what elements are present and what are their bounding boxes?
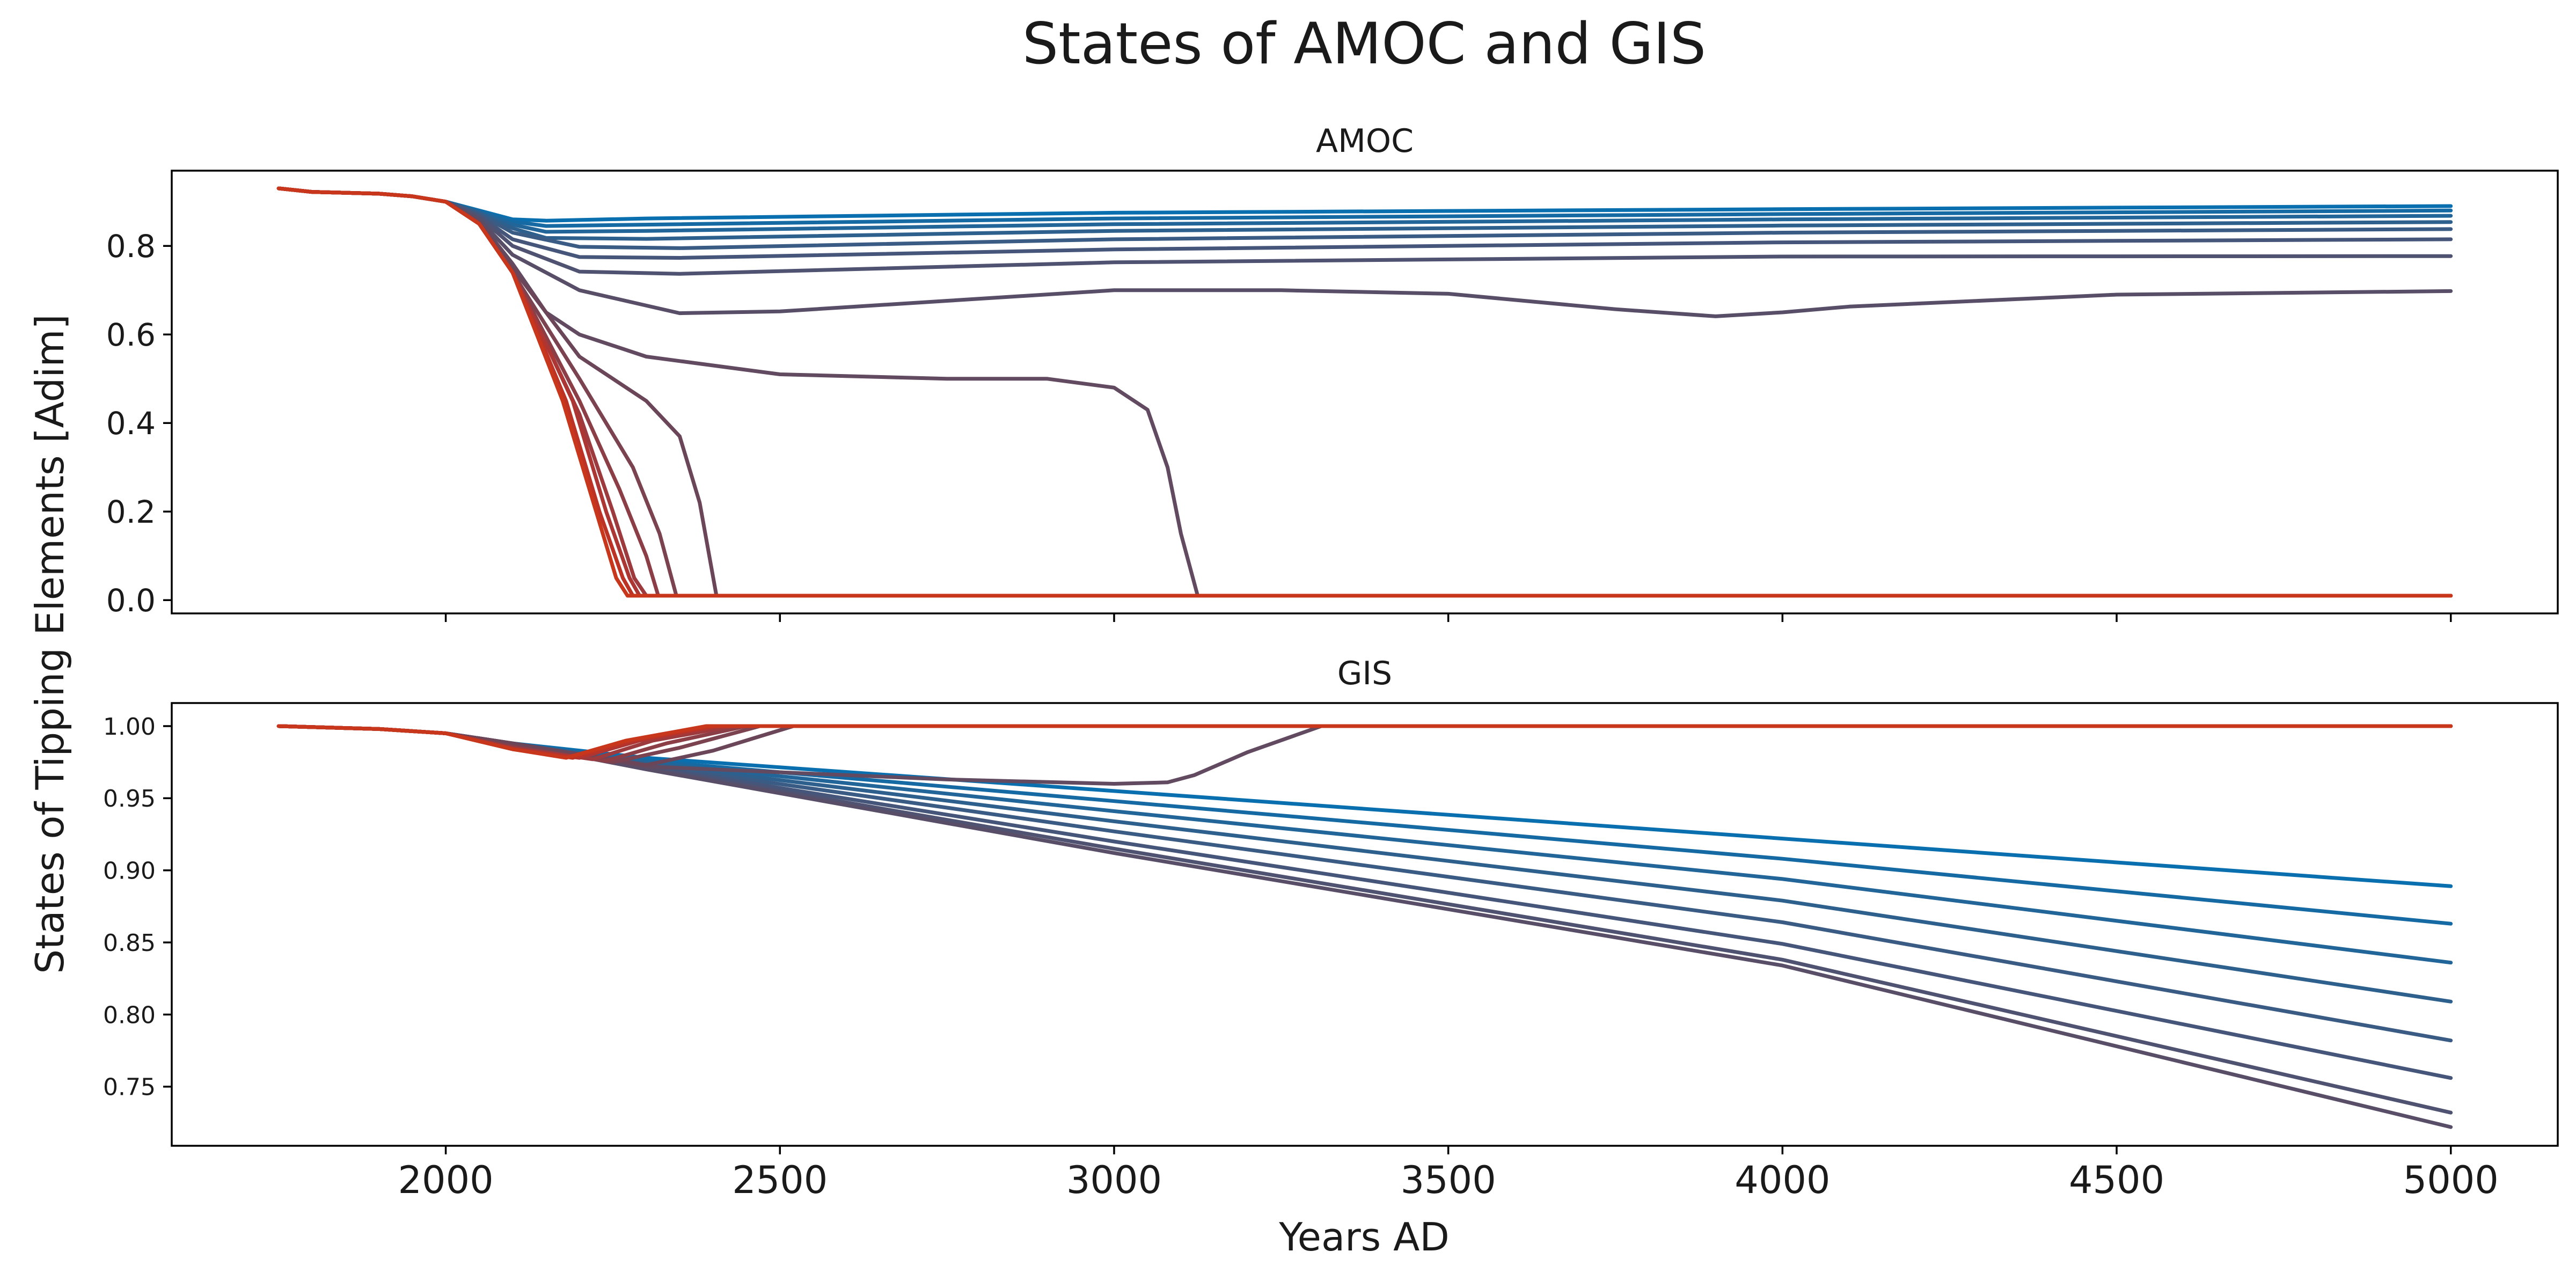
gis-y-tick-label: 0.95 [103,785,156,813]
gis-y-tick-label: 1.00 [103,713,156,741]
amoc-y-tick-label: 0.6 [106,317,156,353]
amoc-series-group [276,186,2453,598]
gis-panel-title: GIS [1337,655,1392,692]
gis-x-tick-label: 2500 [732,1158,828,1202]
amoc-panel-title: AMOC [1316,122,1414,160]
gis-panel: GIS 2000 2500 3000 3500 4000 4500 5000 0.75 0.80… [103,655,2559,1202]
gis-x-tick-label: 3500 [1401,1158,1496,1202]
gis-x-tick-label: 3000 [1066,1158,1162,1202]
gis-x-tick-label: 2000 [398,1158,494,1202]
gis-series-line-16 [276,724,2453,760]
amoc-y-tick-label: 0.8 [106,228,156,265]
gis-x-tick-label: 4000 [1735,1158,1830,1202]
x-axis-label: Years AD [1278,1214,1450,1260]
gis-y-tick-label: 0.85 [103,930,156,957]
amoc-y-tick-label: 0.4 [106,405,156,442]
y-axis-label: States of Tipping Elements [Adim] [27,314,72,974]
gis-axes-frame [171,702,2559,1147]
amoc-y-tick-label: 0.0 [106,582,156,619]
amoc-y-tick-label: 0.2 [106,494,156,530]
gis-x-tick-label: 5000 [2403,1158,2499,1202]
amoc-series-line-16 [276,186,2453,598]
gis-x-tick-label: 4500 [2069,1158,2164,1202]
figure-title: States of AMOC and GIS [1022,11,1706,77]
gis-series-group [276,724,2453,1129]
amoc-panel: AMOC 0.0 0.2 0.4 0.6 0.8 [106,122,2559,622]
gis-y-tick-label: 0.90 [103,858,156,885]
gis-y-tick-label: 0.75 [103,1074,156,1101]
gis-y-tick-label: 0.80 [103,1001,156,1029]
amoc-axes-frame [171,170,2559,614]
